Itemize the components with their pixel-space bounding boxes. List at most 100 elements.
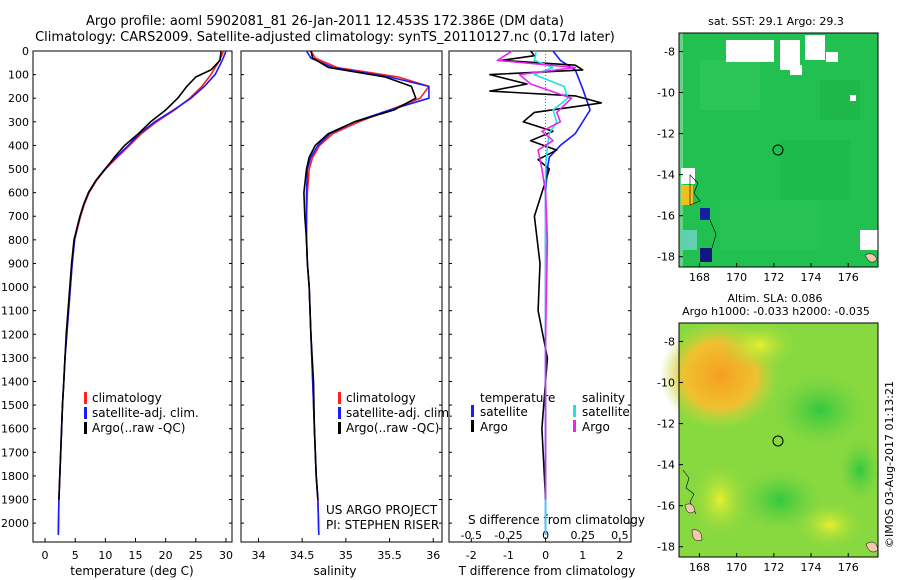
sst-map-lat-tick--10: -10 (657, 87, 675, 100)
temperature-legend-satellite: satellite-adj. clim. (92, 406, 199, 420)
sla-map-subtitle: Argo h1000: -0.033 h2000: -0.035 (682, 305, 870, 318)
salinity-legend-argo: Argo(..raw -QC) (346, 421, 439, 435)
temperature-profile-xtick-10: 10 (98, 549, 112, 562)
sst-map-lon-tick-176: 176 (838, 271, 859, 284)
temperature-profile-xtick-15: 15 (129, 549, 143, 562)
difference-profile-xtick-1: 1 (579, 549, 586, 562)
depth-tick-900: 900 (8, 257, 29, 270)
depth-tick-1300: 1300 (1, 352, 29, 365)
salinity-diff-tick-0: 0 (542, 529, 549, 542)
sla-map-title: Altim. SLA: 0.086 (727, 292, 822, 305)
depth-tick-1800: 1800 (1, 470, 29, 483)
salinity-profile-xtick-34: 34 (251, 549, 265, 562)
temperature-profile-xtick-30: 30 (219, 549, 233, 562)
sla-map-lat-tick--10: -10 (657, 377, 675, 390)
sst-map-lat-tick--8: -8 (664, 45, 675, 58)
sla-map-lon-tick-170: 170 (726, 561, 747, 574)
sst-map-title: sat. SST: 29.1 Argo: 29.3 (708, 15, 844, 28)
difference-profile-series-temperature-satellite (544, 50, 591, 535)
imos-credit: ©IMOS 03-Aug-2017 01:13:21 (883, 381, 896, 548)
sla-map (660, 320, 880, 558)
salinity-profile-xtick-35: 35 (339, 549, 353, 562)
depth-tick-1100: 1100 (1, 305, 29, 318)
depth-tick-400: 400 (8, 139, 29, 152)
title-line-2: Climatology: CARS2009. Satellite-adjuste… (35, 30, 615, 45)
sst-map-lon-tick-172: 172 (763, 271, 784, 284)
depth-tick-1400: 1400 (1, 375, 29, 388)
salinity-profile-xtick-34.5: 34.5 (290, 549, 315, 562)
difference-legend-t-argo: Argo (480, 420, 508, 434)
temperature-profile-series-climatology (57, 50, 225, 535)
depth-tick-600: 600 (8, 187, 29, 200)
temperature-profile-xtick-25: 25 (189, 549, 203, 562)
depth-tick-1700: 1700 (1, 446, 29, 459)
sla-map-lon-tick-168: 168 (689, 561, 710, 574)
temperature-profile-xtick-5: 5 (72, 549, 79, 562)
temperature-legend-argo: Argo(..raw -QC) (92, 421, 185, 435)
sla-map-lon-tick-176: 176 (838, 561, 859, 574)
difference-profile-xtick--1: -1 (503, 549, 514, 562)
difference-profile-series-temperature-argo (489, 50, 603, 500)
sst-map-lon-tick-168: 168 (689, 271, 710, 284)
sst-map-lat-tick--18: -18 (657, 251, 675, 264)
difference-legend-s-satellite: satellite (582, 405, 630, 419)
sst-map-lon-tick-170: 170 (726, 271, 747, 284)
salinity-profile-xtick-35.5: 35.5 (377, 549, 402, 562)
difference-legend-t-satellite: satellite (480, 405, 528, 419)
difference-profile-series-salinity-argo (496, 50, 577, 500)
temperature-panel (32, 50, 233, 543)
temperature-legend: climatology satellite-adj. clim. Argo(..… (84, 391, 199, 435)
depth-tick-1900: 1900 (1, 494, 29, 507)
salinity-diff-tick-0.5: 0.5 (611, 529, 629, 542)
temperature-axis-label: temperature (deg C) (70, 564, 193, 578)
temperature-profile-xtick-0: 0 (42, 549, 49, 562)
temperature-legend-climatology: climatology (92, 391, 162, 405)
temperature-profile-series-argo (58, 50, 222, 500)
sla-map-lon-tick-174: 174 (801, 561, 822, 574)
sst-map-lat-tick--16: -16 (657, 210, 675, 223)
sst-map-lon-tick-174: 174 (801, 271, 822, 284)
salinity-profile-series-argo (303, 50, 417, 500)
difference-profile-xtick-0: 0 (542, 549, 549, 562)
depth-tick-500: 500 (8, 163, 29, 176)
salinity-profile-xtick-36: 36 (426, 549, 440, 562)
difference-profile-xtick--2: -2 (466, 549, 477, 562)
difference-legend: temperature salinity satellite Argo sate… (471, 391, 630, 434)
depth-tick-100: 100 (8, 69, 29, 82)
salinity-legend: climatology satellite-adj. clim. Argo(..… (338, 391, 453, 435)
depth-tick-1200: 1200 (1, 328, 29, 341)
sla-map-lat-tick--16: -16 (657, 500, 675, 513)
difference-panel (448, 50, 632, 543)
depth-tick-0: 0 (22, 45, 29, 58)
difference-profile-xtick-2: 2 (616, 549, 623, 562)
difference-legend-salinity-title: salinity (582, 391, 625, 405)
salinity-profile-series-climatology (305, 50, 430, 535)
sst-argo-location-marker (772, 144, 784, 156)
salinity-diff-tick-0.25: 0.25 (570, 529, 595, 542)
salinity-axis-label: salinity (313, 564, 356, 578)
project-label: US ARGO PROJECT (326, 503, 438, 517)
depth-tick-1600: 1600 (1, 423, 29, 436)
t-difference-axis-label: T difference from climatology (458, 564, 636, 578)
pi-label: PI: STEPHEN RISER (326, 518, 439, 532)
salinity-diff-tick--0.5: -0.5 (461, 529, 482, 542)
difference-legend-temperature-title: temperature (480, 391, 555, 405)
depth-tick-800: 800 (8, 234, 29, 247)
temperature-profile-xtick-20: 20 (159, 549, 173, 562)
depth-tick-2000: 2000 (1, 517, 29, 530)
depth-tick-300: 300 (8, 116, 29, 129)
salinity-profile-series-satellite-adj-clim- (305, 50, 430, 535)
s-difference-label: S difference from climatology (468, 513, 645, 527)
depth-tick-200: 200 (8, 92, 29, 105)
sla-map-lat-tick--8: -8 (664, 335, 675, 348)
sst-map (678, 32, 879, 268)
salinity-panel (240, 50, 443, 543)
sla-map-lon-tick-172: 172 (763, 561, 784, 574)
salinity-legend-climatology: climatology (346, 391, 416, 405)
depth-tick-1500: 1500 (1, 399, 29, 412)
sst-map-lat-tick--14: -14 (657, 169, 675, 182)
temperature-profile-series-satellite-adj-clim- (57, 50, 227, 535)
sst-map-lat-tick--12: -12 (657, 128, 675, 141)
difference-legend-s-argo: Argo (582, 420, 610, 434)
